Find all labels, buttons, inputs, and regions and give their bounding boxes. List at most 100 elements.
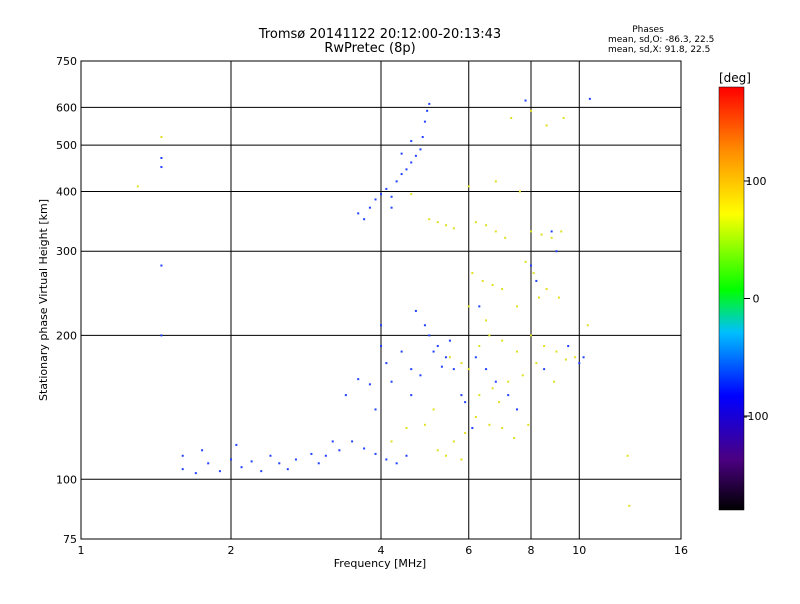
data-point xyxy=(160,334,163,337)
data-point xyxy=(436,345,439,348)
data-point xyxy=(501,339,504,342)
data-point xyxy=(410,368,413,371)
x-tick-label: 1 xyxy=(78,544,85,557)
data-point xyxy=(545,288,548,291)
data-point xyxy=(240,466,243,469)
data-point xyxy=(351,440,354,443)
data-point xyxy=(317,462,320,465)
data-point xyxy=(471,272,474,275)
data-point xyxy=(464,431,467,434)
data-point xyxy=(423,324,426,327)
data-point xyxy=(471,427,474,430)
legend-title: Phases xyxy=(632,25,664,35)
data-point xyxy=(390,440,393,443)
x-tick-label: 6 xyxy=(465,544,472,557)
data-point xyxy=(218,470,221,473)
data-point xyxy=(338,449,341,452)
data-point xyxy=(467,305,470,308)
x-tick-label: 8 xyxy=(528,544,535,557)
data-point xyxy=(516,305,519,308)
data-point xyxy=(573,356,576,359)
data-point xyxy=(586,324,589,327)
data-point xyxy=(516,408,519,411)
data-point xyxy=(545,124,548,127)
data-point xyxy=(507,380,510,383)
x-tick-label: 4 xyxy=(378,544,385,557)
data-point xyxy=(527,423,530,426)
data-point xyxy=(428,334,431,337)
data-point xyxy=(524,260,527,263)
data-point xyxy=(436,449,439,452)
data-point xyxy=(467,368,470,371)
data-point xyxy=(452,440,455,443)
data-point xyxy=(464,401,467,404)
data-point xyxy=(160,157,163,160)
data-point xyxy=(344,394,347,397)
data-point xyxy=(543,368,546,371)
data-point xyxy=(501,288,504,291)
data-point xyxy=(460,362,463,365)
y-tick-label: 600 xyxy=(56,101,77,114)
data-point xyxy=(488,423,491,426)
data-point xyxy=(513,436,516,439)
data-point xyxy=(530,334,532,337)
data-point xyxy=(374,408,377,411)
data-point xyxy=(235,443,238,446)
data-point xyxy=(357,212,360,215)
data-point xyxy=(540,233,543,236)
data-point xyxy=(324,454,327,457)
data-point xyxy=(485,319,488,322)
data-point xyxy=(400,350,403,353)
data-point xyxy=(260,470,263,473)
data-point xyxy=(535,279,538,282)
data-point xyxy=(501,427,504,430)
data-point xyxy=(504,236,507,239)
data-point xyxy=(550,236,553,239)
data-point xyxy=(286,468,289,471)
data-point xyxy=(535,362,538,365)
data-point xyxy=(432,408,435,411)
data-point xyxy=(550,230,553,233)
data-point xyxy=(410,394,413,397)
data-point xyxy=(428,102,431,105)
data-point xyxy=(578,362,581,365)
data-point xyxy=(557,296,560,299)
data-point xyxy=(530,264,532,267)
data-point xyxy=(555,350,558,353)
data-point xyxy=(395,462,398,465)
data-point xyxy=(395,180,398,183)
colorbar-ticks: 100 0 -100 xyxy=(744,175,769,423)
chart-title: Tromsø 20141122 20:12:00-20:13:43 xyxy=(258,27,501,42)
data-point xyxy=(628,504,631,507)
y-tick-label: 400 xyxy=(56,185,77,198)
data-point xyxy=(419,374,422,377)
data-point xyxy=(201,449,204,452)
data-point xyxy=(440,365,443,368)
y-tick-label: 75 xyxy=(63,533,77,546)
data-point xyxy=(160,264,163,267)
data-point xyxy=(460,458,463,461)
data-point xyxy=(543,345,546,348)
x-tick-label: 16 xyxy=(674,544,688,557)
data-point xyxy=(410,140,413,143)
y-axis-label: Stationary phase Virtual Height [km] xyxy=(37,199,50,401)
data-point xyxy=(181,454,184,457)
data-point xyxy=(518,190,521,193)
plot-area: 1 2 4 6 8 10 16 75 100 200 300 400 500 600 750 xyxy=(56,55,688,557)
data-point xyxy=(374,452,377,455)
data-point xyxy=(510,116,513,119)
data-point xyxy=(516,350,519,353)
y-tick-label: 500 xyxy=(56,139,77,152)
data-point xyxy=(444,356,447,359)
data-point xyxy=(423,120,426,123)
data-point xyxy=(357,378,360,381)
data-point xyxy=(532,272,535,275)
data-point xyxy=(436,221,439,224)
phase-colorbar: [deg] 100 0 -100 xyxy=(718,71,769,511)
y-tick-label: 200 xyxy=(56,329,77,342)
data-point xyxy=(432,350,435,353)
x-tick-label: 10 xyxy=(572,544,586,557)
chart-subtitle: RwPretec (8p) xyxy=(324,41,415,56)
data-point xyxy=(368,383,371,386)
